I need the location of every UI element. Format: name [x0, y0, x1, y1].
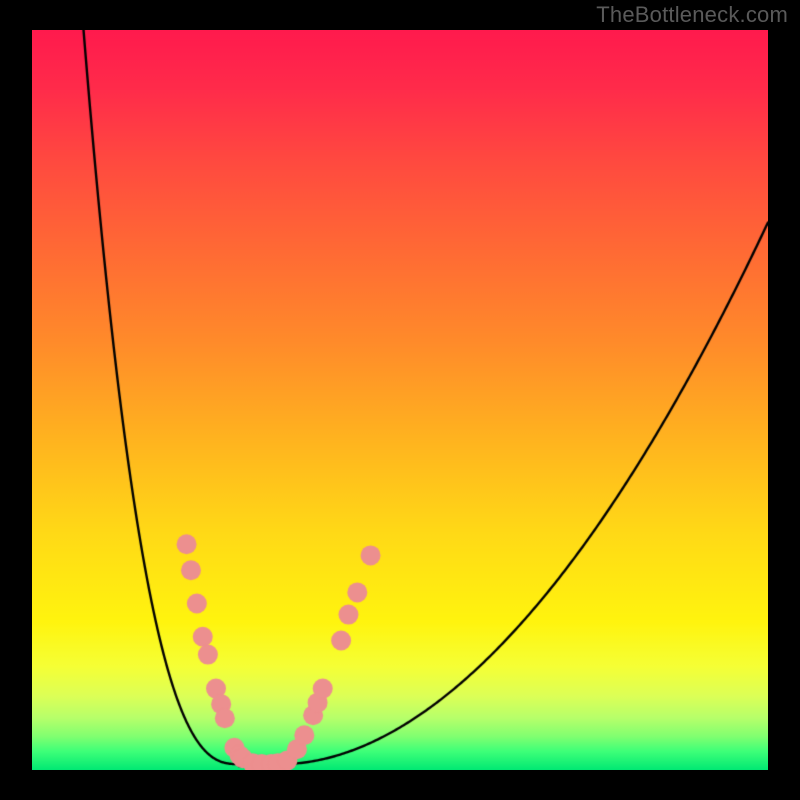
figure-root: TheBottleneck.com: [0, 0, 800, 800]
scatter-markers: [32, 30, 768, 770]
watermark-text: TheBottleneck.com: [596, 2, 788, 28]
plot-area: [32, 30, 768, 770]
